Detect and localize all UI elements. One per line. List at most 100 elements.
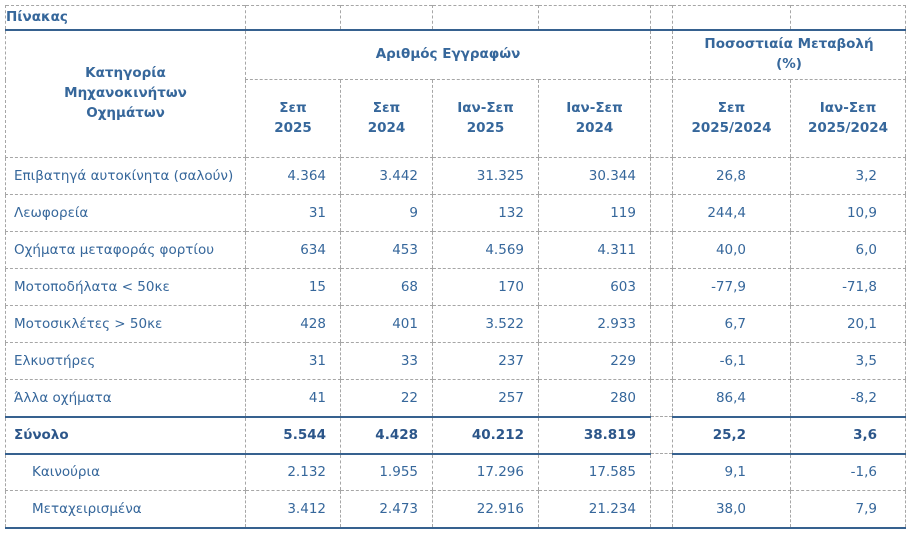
title-row-spacer — [340, 5, 433, 31]
cell-sep-2025: 31 — [245, 342, 341, 380]
row-label: Λεωφορεία — [5, 194, 246, 232]
separator-cell — [650, 194, 673, 232]
title-row-spacer — [538, 5, 651, 31]
cell-pct-jan-sep: -8,2 — [790, 379, 906, 417]
title-row: Πίνακας — [5, 5, 906, 31]
cell-pct-jan-sep: 10,9 — [790, 194, 906, 232]
cell-jan-sep-2025: 237 — [432, 342, 539, 380]
table-row: Ελκυστήρες 31 33 237 229 -6,1 3,5 — [5, 342, 906, 380]
cell-jan-sep-2025: 40.212 — [432, 415, 539, 455]
cell-pct-sep: 244,4 — [672, 194, 791, 232]
cell-jan-sep-2025: 22.916 — [432, 490, 539, 528]
row-label: Άλλα οχήματα — [5, 379, 246, 417]
table-row: Μοτοσικλέτες > 50κε 428 401 3.522 2.933 … — [5, 305, 906, 343]
table-body: Επιβατηγά αυτοκίνητα (σαλούν) 4.364 3.44… — [5, 157, 906, 528]
cell-pct-jan-sep: -71,8 — [790, 268, 906, 306]
cell-pct-jan-sep: 3,5 — [790, 342, 906, 380]
cell-sep-2024: 2.473 — [340, 490, 433, 528]
separator-cell — [650, 157, 673, 195]
table-row: Μεταχειρισμένα 3.412 2.473 22.916 21.234… — [5, 490, 906, 528]
cell-sep-2025: 15 — [245, 268, 341, 306]
cell-jan-sep-2025: 31.325 — [432, 157, 539, 195]
separator-cell — [650, 79, 673, 158]
cell-pct-jan-sep: -1,6 — [790, 453, 906, 491]
cell-pct-sep: 40,0 — [672, 231, 791, 269]
col-header-jan-sep-2024: Ιαν-Σεπ 2024 — [538, 79, 651, 158]
row-label: Μεταχειρισμένα — [5, 490, 246, 528]
title-row-spacer — [672, 5, 791, 31]
row-label: Μοτοποδήλατα < 50κε — [5, 268, 246, 306]
cell-jan-sep-2024: 30.344 — [538, 157, 651, 195]
separator-cell — [650, 231, 673, 269]
cell-sep-2025: 634 — [245, 231, 341, 269]
cell-sep-2024: 1.955 — [340, 453, 433, 491]
cell-jan-sep-2024: 603 — [538, 268, 651, 306]
cell-sep-2025: 5.544 — [245, 415, 341, 455]
cell-sep-2024: 453 — [340, 231, 433, 269]
cell-jan-sep-2024: 17.585 — [538, 453, 651, 491]
cell-jan-sep-2024: 4.311 — [538, 231, 651, 269]
cell-jan-sep-2024: 21.234 — [538, 490, 651, 528]
cell-sep-2025: 4.364 — [245, 157, 341, 195]
col-header-pct-sep: Σεπ 2025/2024 — [672, 79, 791, 158]
cell-pct-jan-sep: 20,1 — [790, 305, 906, 343]
cell-jan-sep-2024: 229 — [538, 342, 651, 380]
group-header-registrations: Αριθμός Εγγραφών — [245, 29, 651, 80]
group-header-pct-change: Ποσοστιαία Μεταβολή (%) — [672, 29, 906, 80]
cell-jan-sep-2024: 280 — [538, 379, 651, 417]
cell-sep-2025: 3.412 — [245, 490, 341, 528]
cell-jan-sep-2024: 119 — [538, 194, 651, 232]
cell-sep-2025: 428 — [245, 305, 341, 343]
group-header-row: Κατηγορία Μηχανοκινήτων Οχημάτων Αριθμός… — [5, 29, 906, 158]
cell-jan-sep-2025: 3.522 — [432, 305, 539, 343]
cell-jan-sep-2025: 257 — [432, 379, 539, 417]
col-header-sep-2025: Σεπ 2025 — [245, 79, 341, 158]
separator-cell — [650, 5, 673, 31]
cell-sep-2024: 401 — [340, 305, 433, 343]
table-row: Οχήματα μεταφοράς φορτίου 634 453 4.569 … — [5, 231, 906, 269]
table-row: Μοτοποδήλατα < 50κε 15 68 170 603 -77,9 … — [5, 268, 906, 306]
cell-sep-2025: 41 — [245, 379, 341, 417]
cell-pct-sep: -6,1 — [672, 342, 791, 380]
separator-cell — [650, 342, 673, 380]
cell-pct-jan-sep: 3,2 — [790, 157, 906, 195]
cell-jan-sep-2025: 17.296 — [432, 453, 539, 491]
vehicle-registrations-table: Πίνακας Κατηγορία Μηχανοκινήτων Οχημάτων… — [5, 5, 906, 529]
cell-pct-jan-sep: 6,0 — [790, 231, 906, 269]
cell-pct-sep: -77,9 — [672, 268, 791, 306]
title-row-spacer — [245, 5, 341, 31]
cell-sep-2025: 2.132 — [245, 453, 341, 491]
col-header-jan-sep-2025: Ιαν-Σεπ 2025 — [432, 79, 539, 158]
separator-cell — [650, 453, 673, 491]
cell-sep-2024: 33 — [340, 342, 433, 380]
separator-cell — [650, 490, 673, 528]
separator-cell — [650, 29, 673, 80]
col-header-sep-2024: Σεπ 2024 — [340, 79, 433, 158]
cell-sep-2024: 68 — [340, 268, 433, 306]
row-label: Επιβατηγά αυτοκίνητα (σαλούν) — [5, 157, 246, 195]
table-row: Επιβατηγά αυτοκίνητα (σαλούν) 4.364 3.44… — [5, 157, 906, 195]
row-label: Οχήματα μεταφοράς φορτίου — [5, 231, 246, 269]
cell-pct-jan-sep: 3,6 — [790, 415, 906, 455]
cell-pct-sep: 6,7 — [672, 305, 791, 343]
cell-sep-2025: 31 — [245, 194, 341, 232]
separator-cell — [650, 416, 673, 454]
row-label: Ελκυστήρες — [5, 342, 246, 380]
column-header-row: Σεπ 2025 Σεπ 2024 Ιαν-Σεπ 2025 Ιαν-Σεπ 2… — [6, 79, 906, 158]
separator-cell — [650, 268, 673, 306]
cell-sep-2024: 3.442 — [340, 157, 433, 195]
cell-pct-sep: 25,2 — [672, 415, 791, 455]
cell-sep-2024: 22 — [340, 379, 433, 417]
table-row: Λεωφορεία 31 9 132 119 244,4 10,9 — [5, 194, 906, 232]
separator-cell — [650, 305, 673, 343]
table-row: Άλλα οχήματα 41 22 257 280 86,4 -8,2 — [5, 379, 906, 417]
separator-cell — [650, 379, 673, 417]
row-label: Σύνολο — [5, 415, 246, 455]
table-row: Καινούρια 2.132 1.955 17.296 17.585 9,1 … — [5, 453, 906, 491]
cell-jan-sep-2025: 132 — [432, 194, 539, 232]
cell-jan-sep-2024: 38.819 — [538, 415, 651, 455]
cell-pct-sep: 9,1 — [672, 453, 791, 491]
cell-jan-sep-2024: 2.933 — [538, 305, 651, 343]
cell-pct-sep: 38,0 — [672, 490, 791, 528]
